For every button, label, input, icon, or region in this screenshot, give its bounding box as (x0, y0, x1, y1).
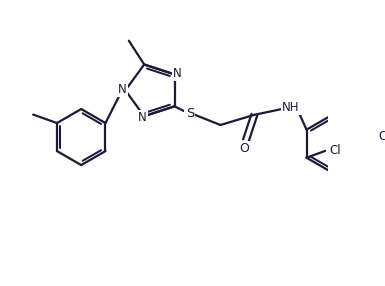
Text: O: O (239, 142, 249, 155)
Text: S: S (186, 107, 194, 120)
Text: NH: NH (282, 101, 300, 114)
Text: N: N (117, 83, 126, 96)
Text: N: N (173, 67, 181, 80)
Text: N: N (138, 111, 147, 124)
Text: Cl: Cl (378, 130, 385, 143)
Text: Cl: Cl (330, 144, 341, 157)
